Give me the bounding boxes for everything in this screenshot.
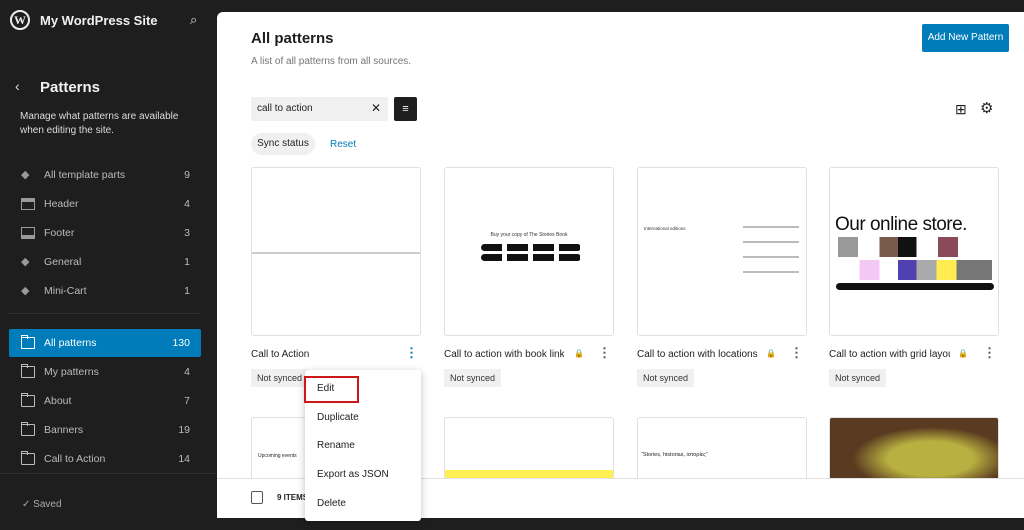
page-title: All patterns [251, 30, 334, 47]
lock-icon: 🔒 [958, 349, 968, 358]
nav-banners[interactable]: Banners 19 [9, 416, 201, 444]
page-subtitle: A list of all patterns from all sources. [251, 56, 412, 67]
sync-badge: Not synced [637, 369, 695, 387]
wordpress-logo[interactable]: W [10, 10, 30, 30]
check-icon: ✓ [22, 499, 31, 510]
clear-icon[interactable]: ✕ [371, 101, 382, 115]
grid-view-icon[interactable]: ⊞ [955, 101, 967, 117]
folder-icon [21, 422, 35, 436]
nav-general[interactable]: ◆ General 1 [21, 256, 190, 268]
folder-icon [21, 393, 35, 407]
sync-badge: Not synced [444, 369, 502, 387]
footer-icon [21, 227, 35, 239]
search-icon[interactable]: ⌕ [190, 12, 198, 27]
gear-icon[interactable]: ⚙ [980, 100, 994, 117]
lock-icon: 🔒 [574, 349, 584, 358]
header-icon [21, 198, 35, 210]
nav-header[interactable]: Header 4 [9, 190, 201, 218]
divider [9, 313, 201, 314]
symbol-icon: ◆ [21, 169, 30, 181]
symbol-icon: ◆ [21, 285, 30, 297]
pattern-title[interactable]: Call to Action [251, 349, 310, 360]
menu-item-edit[interactable]: Edit [317, 383, 335, 394]
menu-item-export-json[interactable]: Export as JSON [317, 469, 389, 480]
site-title[interactable]: My WordPress Site [40, 13, 158, 28]
menu-item-rename[interactable]: Rename [317, 440, 355, 451]
folder-icon [21, 364, 35, 378]
more-options-icon[interactable]: ⋮ [598, 345, 611, 360]
search-input[interactable]: call to action ✕ [251, 97, 388, 121]
more-options-icon[interactable]: ⋮ [405, 345, 418, 360]
folder-icon [21, 451, 35, 465]
select-all-checkbox[interactable] [251, 491, 263, 504]
pattern-preview[interactable]: “Stories, historias, iστορίες” [637, 417, 807, 487]
pattern-preview[interactable] [251, 167, 421, 336]
nav-about[interactable]: About 7 [9, 387, 201, 415]
nav-footer[interactable]: Footer 3 [9, 219, 201, 247]
filter-icon: ≡ [402, 103, 409, 115]
items-count: 9 ITEMS [277, 493, 309, 502]
sync-status-filter[interactable]: Sync status [251, 133, 315, 155]
sync-badge: Not synced [251, 369, 309, 387]
lock-icon: 🔒 [766, 349, 776, 358]
nav-mini-cart[interactable]: ◆ Mini-Cart 1 [21, 285, 190, 297]
nav-my-patterns[interactable]: My patterns 4 [9, 358, 201, 386]
nav-call-to-action[interactable]: Call to Action 14 [9, 445, 201, 473]
pattern-title[interactable]: Call to action with grid layout [829, 349, 950, 360]
pattern-title[interactable]: Call to action with book links [444, 349, 564, 360]
pattern-preview[interactable]: Our online store. [829, 167, 999, 336]
divider [0, 473, 216, 474]
more-options-icon[interactable]: ⋮ [790, 345, 803, 360]
context-menu: Edit Duplicate Rename Export as JSON Del… [305, 370, 421, 521]
nav-all-patterns[interactable]: All patterns 130 [9, 329, 201, 357]
reset-link[interactable]: Reset [330, 139, 357, 150]
sync-badge: Not synced [829, 369, 887, 387]
pattern-title[interactable]: Call to action with locations [637, 349, 758, 360]
back-chevron-icon[interactable]: ‹ [15, 78, 20, 94]
folder-icon [21, 335, 35, 349]
filter-button[interactable]: ≡ [394, 97, 417, 121]
pattern-preview[interactable]: International editions [637, 167, 807, 336]
menu-item-delete[interactable]: Delete [317, 498, 346, 509]
section-title: Patterns [40, 79, 101, 96]
pattern-preview[interactable] [444, 417, 614, 487]
symbol-icon: ◆ [21, 256, 30, 268]
section-description: Manage what patterns are available when … [20, 111, 179, 136]
nav-all-template-parts[interactable]: ◆ All template parts 9 [21, 169, 190, 181]
saved-status: ✓ Saved [22, 499, 62, 510]
menu-item-duplicate[interactable]: Duplicate [317, 412, 359, 423]
highlight-box [304, 376, 359, 403]
add-new-pattern-button[interactable]: Add New Pattern [922, 24, 1009, 52]
pattern-preview[interactable] [829, 417, 999, 487]
more-options-icon[interactable]: ⋮ [983, 345, 996, 360]
pattern-preview[interactable]: Buy your copy of The Stories Book [444, 167, 614, 336]
